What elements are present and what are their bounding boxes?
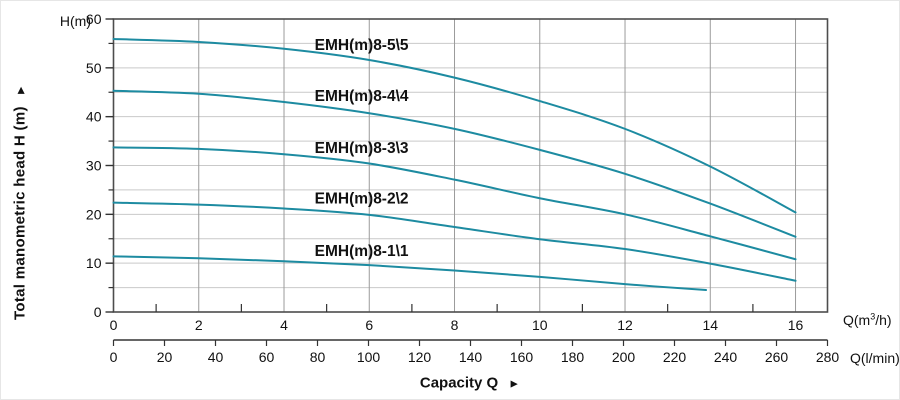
- x-tick-label-m3h: 16: [788, 317, 804, 333]
- x-tick-label-m3h: 8: [451, 317, 459, 333]
- y-tick-label: 0: [94, 304, 102, 320]
- x-tick-label-lmin: 40: [208, 349, 224, 365]
- x-tick-label-lmin: 100: [357, 349, 381, 365]
- x-tick-label-lmin: 240: [714, 349, 738, 365]
- y-tick-label: 20: [86, 206, 102, 222]
- m3h-unit-prefix: Q(m: [843, 312, 871, 328]
- x-tick-label-lmin: 60: [259, 349, 275, 365]
- x-axis-title-text: Capacity Q: [419, 374, 499, 392]
- curve-label: EMH(m)8-4\4: [315, 88, 409, 105]
- curve-label: EMH(m)8-5\5: [315, 37, 409, 54]
- x-tick-label-lmin: 80: [310, 349, 326, 365]
- x-tick-label-lmin: 160: [510, 349, 534, 365]
- x-tick-label-m3h: 2: [195, 317, 203, 333]
- y-tick-label: 50: [86, 60, 102, 76]
- m3h-unit-superscript: 3: [870, 311, 876, 322]
- x-axis-lmin-unit-label: Q(l/min): [850, 350, 900, 366]
- pump-curve: [112, 146, 797, 261]
- x-tick-label-lmin: 120: [408, 349, 432, 365]
- x-tick-label-lmin: 200: [612, 349, 636, 365]
- x-axis-title: Capacity Q ►: [420, 375, 520, 392]
- x-tick-label-lmin: 180: [561, 349, 585, 365]
- y-tick-label: 40: [86, 109, 102, 125]
- y-tick-label: 10: [86, 255, 102, 271]
- pump-curve: [112, 201, 797, 282]
- x-axis-m3h-unit-label: Q(m3/h): [843, 312, 892, 328]
- x-tick-label-lmin: 280: [816, 349, 840, 365]
- x-tick-label-lmin: 20: [157, 349, 173, 365]
- x-tick-label-lmin: 220: [663, 349, 687, 365]
- y-axis-title: Total manometric head H (m) ►: [12, 84, 29, 320]
- x-tick-label-m3h: 0: [110, 317, 118, 333]
- x-tick-label-m3h: 14: [702, 317, 718, 333]
- x-tick-label-lmin: 260: [765, 349, 789, 365]
- m3h-unit-suffix: /h): [875, 312, 892, 328]
- y-tick-label: 30: [86, 158, 102, 174]
- y-axis-unit-label: H(m): [59, 13, 91, 29]
- y-tick-label: 60: [86, 11, 102, 27]
- x-tick-label-m3h: 4: [280, 317, 288, 333]
- curve-label: EMH(m)8-3\3: [315, 140, 409, 157]
- pump-curve: [112, 255, 708, 292]
- pump-curve: [112, 38, 797, 214]
- x-tick-label-lmin: 0: [110, 349, 118, 365]
- x-tick-label-m3h: 6: [365, 317, 373, 333]
- x-tick-label-m3h: 10: [532, 317, 548, 333]
- x-tick-label-m3h: 12: [617, 317, 633, 333]
- curve-label: EMH(m)8-2\2: [315, 191, 409, 208]
- up-arrow-icon: ►: [13, 84, 28, 97]
- y-axis-title-text: Total manometric head H (m): [11, 106, 29, 320]
- right-arrow-icon: ►: [508, 376, 521, 391]
- pump-curve: [112, 89, 797, 238]
- curve-label: EMH(m)8-1\1: [315, 243, 409, 260]
- x-tick-label-lmin: 140: [459, 349, 483, 365]
